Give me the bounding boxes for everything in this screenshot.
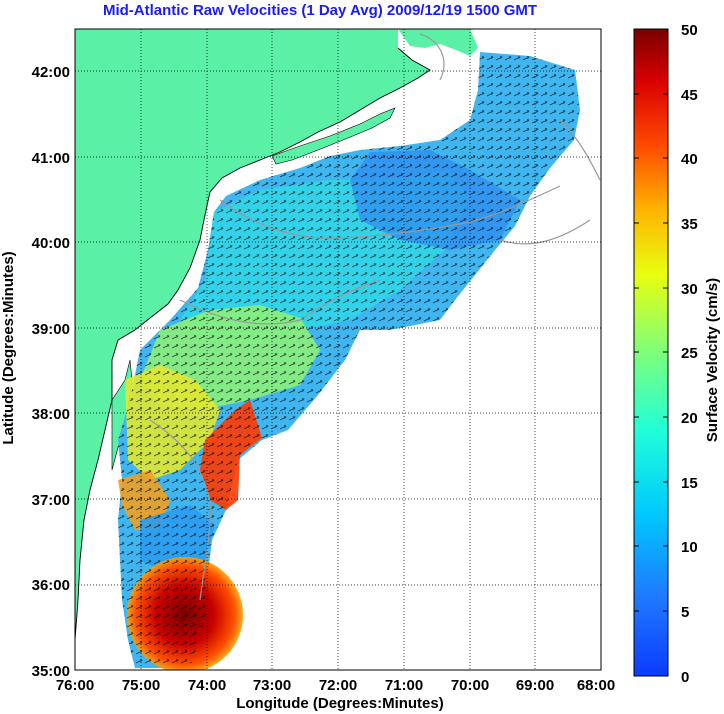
map-title: Mid-Atlantic Raw Velocities (1 Day Avg) … <box>103 2 537 19</box>
colorbar-tick-label: 50 <box>681 22 698 39</box>
land-mass <box>75 29 430 640</box>
y-tick-label: 41:00 <box>32 150 70 167</box>
long-island <box>271 107 396 165</box>
y-tick-label: 36:00 <box>32 577 70 594</box>
y-tick-label: 38:00 <box>32 406 70 423</box>
bathymetry-contour <box>149 33 601 601</box>
y-axis-title: Latitude (Degrees:Minutes) <box>0 251 17 444</box>
colorbar-title: Surface Velocity (cm/s) <box>704 278 721 442</box>
x-tick-label: 71:00 <box>385 677 423 694</box>
colorbar-tick-label: 20 <box>681 410 698 427</box>
colorbar-tick-labels: 0 5 10 15 20 25 30 35 40 45 50 <box>681 22 698 686</box>
colorbar-tick-label: 25 <box>681 345 698 362</box>
velocity-arrows <box>118 52 580 668</box>
colorbar-tick-label: 10 <box>681 539 698 556</box>
x-tick-label: 68:00 <box>577 677 615 694</box>
colorbar-tick-label: 45 <box>681 87 698 104</box>
colorbar-tick-label: 15 <box>681 475 698 492</box>
colorbar-tick-label: 35 <box>681 216 698 233</box>
x-axis-title: Longitude (Degrees:Minutes) <box>236 695 444 712</box>
y-tick-label: 42:00 <box>32 64 70 81</box>
colorbar-tick-label: 0 <box>681 669 689 686</box>
x-tick-labels: 76:00 75:00 74:00 73:00 72:00 71:00 70:0… <box>56 677 615 694</box>
x-tick-label: 73:00 <box>253 677 291 694</box>
x-tick-label: 75:00 <box>122 677 160 694</box>
y-tick-label: 35:00 <box>32 663 70 680</box>
colorbar-tick-label: 40 <box>681 151 698 168</box>
y-tick-labels: 35:00 36:00 37:00 38:00 39:00 40:00 41:0… <box>32 64 70 680</box>
x-tick-label: 74:00 <box>188 677 226 694</box>
y-tick-label: 37:00 <box>32 492 70 509</box>
colorbar-tick-label: 5 <box>681 604 689 621</box>
cape-cod-land <box>398 29 478 56</box>
y-tick-label: 40:00 <box>32 235 70 252</box>
plot-frame <box>74 28 602 671</box>
colorbar-ticks <box>634 93 668 612</box>
y-tick-label: 39:00 <box>32 321 70 338</box>
x-tick-label: 76:00 <box>56 677 94 694</box>
x-tick-label: 69:00 <box>516 677 554 694</box>
grid-lines <box>75 29 601 670</box>
x-tick-label: 70:00 <box>451 677 489 694</box>
colorbar-tick-label: 30 <box>681 281 698 298</box>
x-tick-label: 72:00 <box>319 677 357 694</box>
coastline <box>75 47 431 641</box>
colorbar <box>633 28 669 677</box>
map-title-text: Mid-Atlantic Raw Velocities (1 Day Avg) … <box>103 2 537 19</box>
